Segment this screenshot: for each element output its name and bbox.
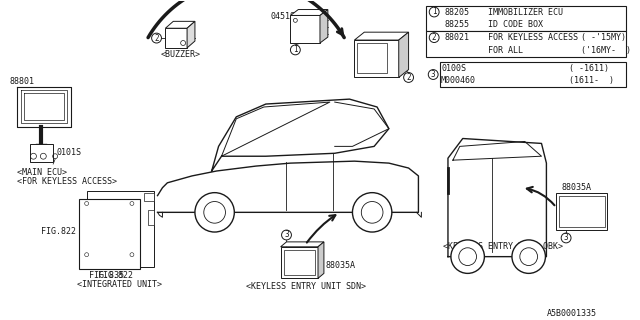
Text: <BUZZER>: <BUZZER> <box>161 50 200 59</box>
Polygon shape <box>291 10 328 15</box>
Text: IMMOBILIZER ECU: IMMOBILIZER ECU <box>488 8 563 17</box>
Text: 0101S: 0101S <box>56 148 81 157</box>
Text: ( -'15MY): ( -'15MY) <box>581 33 626 42</box>
Text: 2: 2 <box>432 33 436 42</box>
Text: 88035A: 88035A <box>326 260 356 269</box>
Text: 1: 1 <box>293 45 298 54</box>
Circle shape <box>561 233 571 243</box>
Text: <FOR KEYLESS ACCESS>: <FOR KEYLESS ACCESS> <box>17 177 116 186</box>
Text: 2: 2 <box>406 73 411 82</box>
Bar <box>86 191 154 268</box>
Bar <box>29 144 53 162</box>
Text: ( -1611): ( -1611) <box>569 64 609 73</box>
Text: FOR KEYLESS ACCESS: FOR KEYLESS ACCESS <box>488 33 579 42</box>
Text: 3: 3 <box>431 70 435 79</box>
Polygon shape <box>187 21 195 48</box>
Text: <MAIN ECU>: <MAIN ECU> <box>17 168 67 177</box>
Text: 0451S: 0451S <box>271 12 296 21</box>
Polygon shape <box>212 99 389 171</box>
Bar <box>148 210 154 225</box>
Polygon shape <box>165 21 195 28</box>
Polygon shape <box>399 32 408 77</box>
Circle shape <box>429 7 439 17</box>
Text: 88801: 88801 <box>10 77 35 86</box>
Text: FIG.822: FIG.822 <box>99 271 134 280</box>
Bar <box>284 250 315 275</box>
Bar <box>440 62 626 87</box>
Bar <box>556 193 607 230</box>
Text: 88255: 88255 <box>444 20 469 29</box>
Polygon shape <box>318 242 324 278</box>
Text: <KEYLESS ENTRY UNIT SDN>: <KEYLESS ENTRY UNIT SDN> <box>246 282 366 291</box>
Circle shape <box>291 45 300 55</box>
Text: FIG.822: FIG.822 <box>42 227 76 236</box>
Circle shape <box>282 230 291 240</box>
Circle shape <box>195 193 234 232</box>
Polygon shape <box>280 242 324 247</box>
Bar <box>291 15 320 43</box>
Text: <INTEGRATED UNIT>: <INTEGRATED UNIT> <box>77 280 162 289</box>
Text: M000460: M000460 <box>441 76 476 85</box>
Text: 88021: 88021 <box>444 33 469 42</box>
Circle shape <box>428 69 438 79</box>
Text: 3: 3 <box>284 230 289 239</box>
Circle shape <box>404 73 413 82</box>
Circle shape <box>512 240 545 273</box>
Text: ID CODE BOX: ID CODE BOX <box>488 20 543 29</box>
Circle shape <box>429 33 439 43</box>
Text: 1: 1 <box>432 7 436 17</box>
Bar <box>357 43 387 73</box>
Bar <box>426 5 626 31</box>
Circle shape <box>451 240 484 273</box>
Bar <box>79 199 140 269</box>
Text: A5B0001335: A5B0001335 <box>547 309 596 318</box>
Text: (1611-  ): (1611- ) <box>569 76 614 85</box>
Bar <box>426 31 626 57</box>
Text: <KEYLESS ENTRY UNIT OBK>: <KEYLESS ENTRY UNIT OBK> <box>443 242 563 251</box>
Bar <box>355 40 399 77</box>
Bar <box>165 28 187 48</box>
Text: 2: 2 <box>154 34 159 43</box>
Polygon shape <box>355 32 408 40</box>
Text: FIG.835: FIG.835 <box>88 271 124 280</box>
Circle shape <box>353 193 392 232</box>
Circle shape <box>152 33 161 43</box>
Bar <box>280 247 318 278</box>
Text: 0100S: 0100S <box>441 64 466 73</box>
Text: 88205: 88205 <box>444 8 469 17</box>
Text: 3: 3 <box>564 234 568 243</box>
Bar <box>559 196 605 227</box>
Text: 88035A: 88035A <box>561 183 591 192</box>
Text: FOR ALL: FOR ALL <box>488 46 524 55</box>
Text: ('16MY-  ): ('16MY- ) <box>581 46 631 55</box>
Polygon shape <box>17 87 71 127</box>
Polygon shape <box>157 161 419 212</box>
Polygon shape <box>320 10 328 43</box>
Polygon shape <box>448 139 547 257</box>
Bar <box>144 193 154 201</box>
